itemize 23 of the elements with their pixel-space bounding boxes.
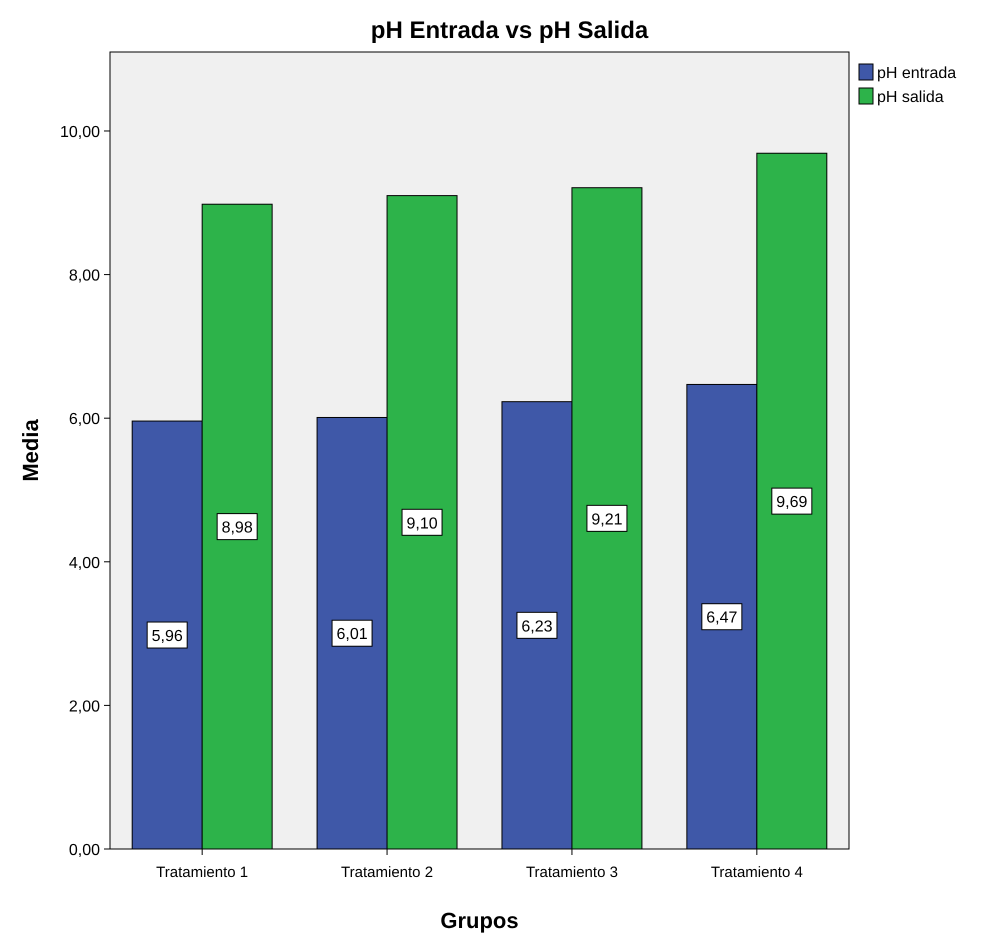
chart-title: pH Entrada vs pH Salida <box>370 17 649 44</box>
y-tick-label: 10,00 <box>60 124 100 141</box>
y-tick-label: 6,00 <box>68 411 100 428</box>
data-label: 9,10 <box>406 515 438 532</box>
data-label: 9,21 <box>591 511 623 528</box>
data-label: 6,47 <box>706 610 738 627</box>
legend-label: pH salida <box>877 89 944 106</box>
x-tick-label: Tratamiento 1 <box>156 864 248 881</box>
x-tick-label: Tratamiento 2 <box>341 864 434 881</box>
y-tick-label: 2,00 <box>68 698 100 716</box>
data-label: 6,01 <box>336 626 368 644</box>
y-tick-label: 4,00 <box>68 554 100 572</box>
y-tick-label: 8,00 <box>68 268 100 285</box>
y-tick-label: 0,00 <box>68 842 100 859</box>
data-label: 8,98 <box>222 520 253 537</box>
data-label: 6,23 <box>521 618 553 636</box>
data-label: 5,96 <box>152 628 183 646</box>
legend-label: pH entrada <box>877 65 956 82</box>
x-tick-label: Tratamiento 4 <box>710 864 803 881</box>
x-tick-label: Tratamiento 3 <box>526 864 618 881</box>
data-label: 9,69 <box>776 494 808 512</box>
y-axis-title: Media <box>18 418 43 482</box>
x-axis-title: Grupos <box>440 908 519 933</box>
